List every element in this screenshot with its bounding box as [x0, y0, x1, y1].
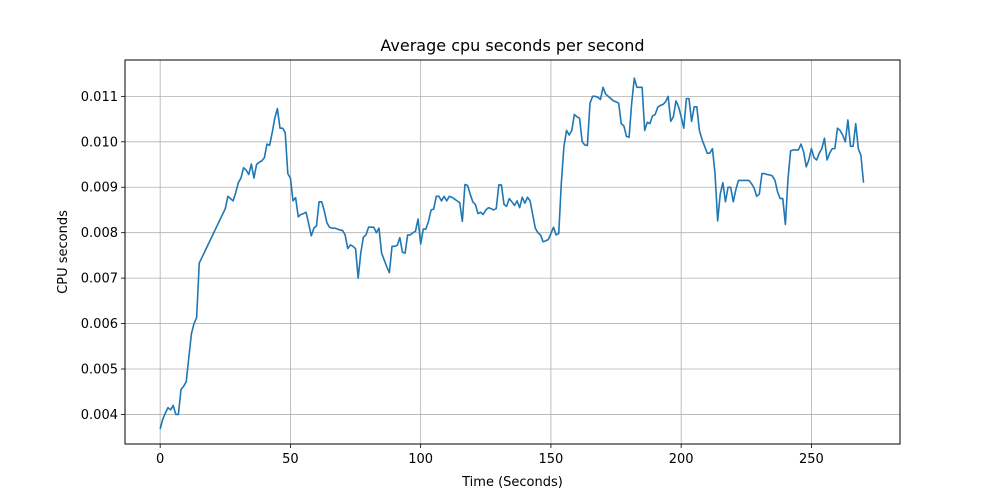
y-tick-label: 0.011 — [81, 90, 118, 105]
series-layer — [159, 77, 865, 430]
y-tick-label: 0.009 — [81, 181, 118, 196]
series-line — [159, 77, 865, 430]
x-tick-label: 100 — [408, 452, 433, 467]
y-tick-label: 0.005 — [81, 363, 118, 378]
x-tick-label: 200 — [669, 452, 694, 467]
plot-frame — [124, 59, 901, 445]
grid — [125, 60, 900, 444]
y-tick-label: 0.004 — [81, 408, 118, 423]
y-tick-label: 0.006 — [81, 317, 118, 332]
x-tick-label: 150 — [539, 452, 564, 467]
x-tick-label: 250 — [799, 452, 824, 467]
y-tick-label: 0.008 — [81, 226, 118, 241]
x-tick-label: 50 — [282, 452, 299, 467]
y-axis: 0.004 0.005 0.006 0.007 0.008 0.009 0.010 0.011 — [81, 90, 125, 423]
y-tick-label: 0.010 — [81, 135, 118, 150]
chart-title: Average cpu seconds per second — [380, 36, 644, 55]
y-tick-label: 0.007 — [81, 272, 118, 287]
y-axis-label: CPU seconds — [56, 210, 71, 294]
x-axis: 0 50 100 150 200 250 — [156, 444, 824, 467]
x-tick-label: 0 — [156, 452, 164, 467]
x-axis-label: Time (Seconds) — [461, 475, 563, 490]
